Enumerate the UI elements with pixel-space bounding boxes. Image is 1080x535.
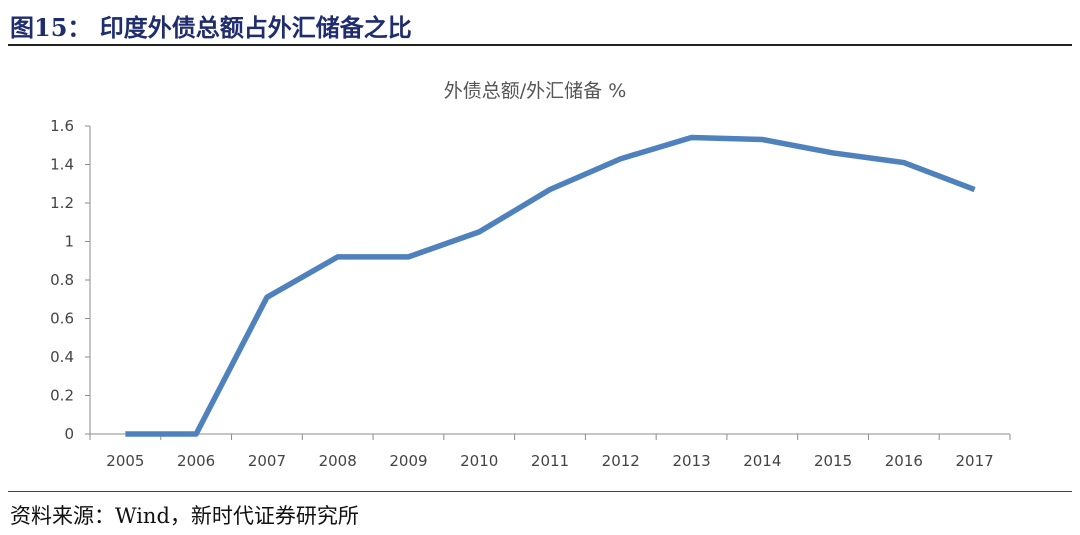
footer-divider xyxy=(8,491,1072,492)
header-divider xyxy=(8,44,1072,46)
x-tick-label: 2016 xyxy=(885,452,923,470)
y-tick-label: 1 xyxy=(64,233,74,251)
x-tick-label: 2017 xyxy=(956,452,994,470)
chart-series xyxy=(125,134,976,437)
x-tick-label: 2005 xyxy=(106,452,144,470)
x-tick-label: 2008 xyxy=(319,452,357,470)
y-tick-label: 1.4 xyxy=(50,156,74,174)
x-tick-label: 2012 xyxy=(602,452,640,470)
x-tick-label: 2007 xyxy=(248,452,286,470)
y-tick-label: 1.2 xyxy=(50,194,74,212)
x-tick-label: 2011 xyxy=(531,452,569,470)
x-tick-label: 2015 xyxy=(814,452,852,470)
x-tick-label: 2014 xyxy=(743,452,781,470)
y-tick-label: 0 xyxy=(64,425,74,443)
figure-header: 图15： 印度外债总额占外汇储备之比 xyxy=(8,4,1072,44)
y-tick-label: 0.6 xyxy=(50,310,74,328)
y-tick-label: 1.6 xyxy=(50,117,74,135)
figure-source: 资料来源：Wind，新时代证券研究所 xyxy=(10,504,359,528)
x-tick-label: 2010 xyxy=(460,452,498,470)
chart-title: 外债总额/外汇储备 % xyxy=(444,80,627,102)
y-tick-label: 0.4 xyxy=(50,348,74,366)
y-tick-label: 0.8 xyxy=(50,271,74,289)
chart-axes: 0 0.2 0.4 0.6 0.8 1 1.2 1.4 1.6 2005 2006 2007 2008 2… xyxy=(50,117,1011,470)
y-tick-label: 0.2 xyxy=(50,387,74,405)
x-tick-label: 2006 xyxy=(177,452,215,470)
series-line xyxy=(125,134,976,437)
figure-title: 图15： 印度外债总额占外汇储备之比 xyxy=(10,13,412,42)
x-tick-label: 2013 xyxy=(672,452,710,470)
x-tick-label: 2009 xyxy=(389,452,427,470)
line-chart: 外债总额/外汇储备 % 0 0.2 0.4 0.6 0.8 1 1.2 1.4 1.6 2005 2… xyxy=(50,80,1011,470)
